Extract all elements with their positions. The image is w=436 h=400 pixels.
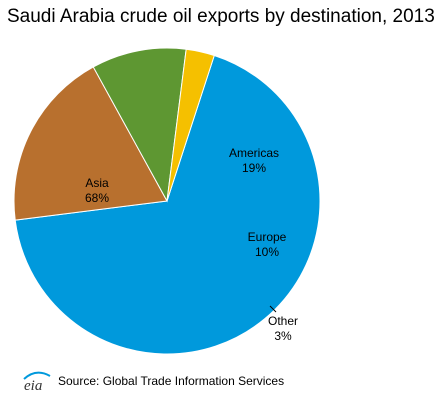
slice-value-europe: 10% bbox=[255, 245, 279, 259]
slice-value-other: 3% bbox=[274, 329, 292, 343]
chart-footer: eia Source: Global Trade Information Ser… bbox=[22, 370, 284, 392]
chart-title: Saudi Arabia crude oil exports by destin… bbox=[7, 6, 435, 27]
pie-slice-other bbox=[166, 48, 215, 202]
svg-text:eia: eia bbox=[24, 378, 42, 392]
slice-name-europe: Europe bbox=[248, 230, 287, 244]
pie-slice-americas bbox=[13, 66, 168, 221]
pie-chart: Asia 68% Americas 19% Europe 10% Other 3% bbox=[13, 47, 321, 355]
eia-logo: eia bbox=[22, 370, 52, 392]
slice-label-europe: Europe 10% bbox=[248, 230, 287, 259]
slice-label-americas: Americas 19% bbox=[229, 146, 279, 175]
slice-name-asia: Asia bbox=[85, 176, 109, 190]
pie-slice-asia bbox=[14, 54, 321, 355]
slice-value-americas: 19% bbox=[242, 161, 266, 175]
slice-name-americas: Americas bbox=[229, 146, 279, 160]
slice-name-other: Other bbox=[268, 314, 298, 328]
slice-label-other: Other 3% bbox=[268, 314, 298, 343]
source-note: Source: Global Trade Information Service… bbox=[58, 374, 285, 388]
slice-label-asia: Asia 68% bbox=[85, 176, 109, 205]
pie-slice-europe bbox=[92, 47, 187, 203]
slice-value-asia: 68% bbox=[85, 191, 109, 205]
other-leader-line bbox=[269, 305, 277, 313]
